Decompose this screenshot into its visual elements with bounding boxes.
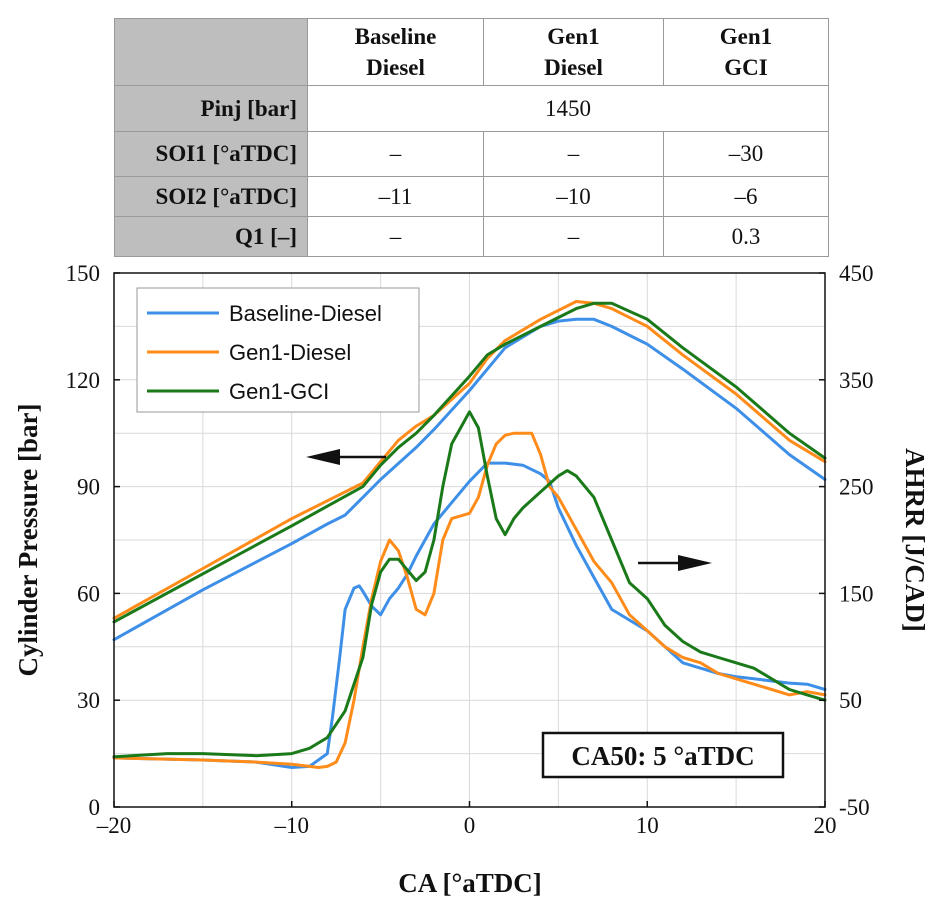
x-tick-label: –20 bbox=[96, 813, 132, 838]
ca50-label: CA50: 5 °aTDC bbox=[571, 741, 754, 771]
header-gen1-diesel: Gen1 Diesel bbox=[483, 18, 664, 86]
table-row-soi2: SOI2 [°aTDC] –11 –10 –6 bbox=[114, 176, 829, 217]
y-tick-label: 0 bbox=[89, 795, 101, 820]
y2-tick-label: 450 bbox=[839, 261, 874, 286]
series-line-gen1-gci bbox=[112, 301, 827, 624]
ca50-box bbox=[541, 731, 785, 779]
series-line-baseline-diesel-ahrr bbox=[112, 461, 827, 769]
data-curves bbox=[112, 300, 827, 769]
y-tick-label: 120 bbox=[66, 368, 101, 393]
y2-tick-label: 150 bbox=[839, 581, 874, 606]
y-tick-label: 90 bbox=[77, 475, 100, 500]
y-axis-label: Cylinder Pressure [bar] bbox=[13, 404, 43, 677]
series-line-gen1-diesel bbox=[112, 300, 827, 620]
x-tick-label: 10 bbox=[636, 813, 659, 838]
legend-label-baseline-diesel: Baseline-Diesel bbox=[229, 301, 382, 326]
cell-q1-gen1-gci: 0.3 bbox=[663, 216, 829, 257]
y2-tick-label: 350 bbox=[839, 368, 874, 393]
y-tick-label: 60 bbox=[77, 581, 100, 606]
y2-axis-label: AHRR [J/CAD] bbox=[900, 448, 930, 632]
x-axis-label: CA [°aTDC] bbox=[398, 868, 542, 898]
table-row-soi1: SOI1 [°aTDC] – – –30 bbox=[114, 131, 829, 177]
table-corner-cell bbox=[114, 18, 308, 86]
y-tick-label: 30 bbox=[77, 688, 100, 713]
cell-soi1-gen1-diesel: – bbox=[483, 131, 664, 177]
cell-soi2-gen1-diesel: –10 bbox=[483, 176, 664, 217]
x-tick-label: –10 bbox=[274, 813, 310, 838]
row-label-soi2: SOI2 [°aTDC] bbox=[114, 176, 308, 217]
cell-q1-gen1-diesel: – bbox=[483, 216, 664, 257]
ca50-annotation: CA50: 5 °aTDC bbox=[541, 731, 785, 779]
axis-arrow-right bbox=[638, 555, 712, 571]
x-tick-label: 20 bbox=[814, 813, 837, 838]
legend-label-gen1-diesel: Gen1-Diesel bbox=[229, 340, 351, 365]
table-header-row: Baseline Diesel Gen1 Diesel Gen1 GCI bbox=[114, 18, 829, 86]
cell-q1-baseline: – bbox=[307, 216, 484, 257]
y2-tick-label: 50 bbox=[839, 688, 862, 713]
row-label-q1: Q1 [–] bbox=[114, 216, 308, 257]
row-label-soi1: SOI1 [°aTDC] bbox=[114, 131, 308, 177]
row-label-pinj: Pinj [bar] bbox=[114, 85, 308, 132]
cell-soi1-baseline: – bbox=[307, 131, 484, 177]
y2-tick-label: -50 bbox=[839, 795, 870, 820]
series-line-gen1-diesel-ahrr bbox=[112, 431, 827, 769]
header-baseline-diesel: Baseline Diesel bbox=[307, 18, 484, 86]
cell-soi1-gen1-gci: –30 bbox=[663, 131, 829, 177]
y-tick-label: 150 bbox=[66, 261, 101, 286]
series-line-baseline-diesel bbox=[112, 317, 827, 642]
y2-tick-label: 250 bbox=[839, 475, 874, 500]
axis-ticks: –20 –10 0 10 20 0 30 60 90 120 150 -50 50 150 250 350 45… bbox=[66, 261, 874, 838]
x-tick-label: 0 bbox=[464, 813, 476, 838]
table-row-pinj: Pinj [bar] 1450 bbox=[114, 85, 829, 132]
table-row-q1: Q1 [–] – – 0.3 bbox=[114, 216, 829, 257]
cell-soi2-baseline: –11 bbox=[307, 176, 484, 217]
series-line-gen1-gci-ahrr bbox=[112, 410, 827, 759]
axis-arrow-left bbox=[306, 449, 386, 465]
legend-label-gen1-gci: Gen1-GCI bbox=[229, 379, 329, 404]
legend: Baseline-Diesel Gen1-Diesel Gen1-GCI bbox=[136, 287, 420, 413]
parameter-table: Baseline Diesel Gen1 Diesel Gen1 GCI Pinj [… bbox=[114, 18, 829, 257]
